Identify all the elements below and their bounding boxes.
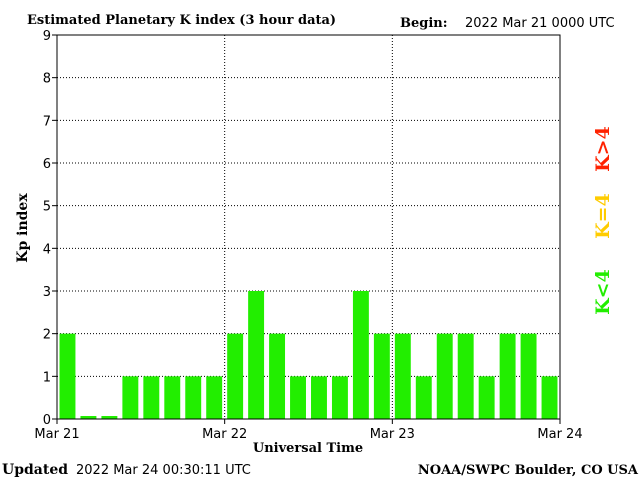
y-tick-label: 0 [43, 413, 51, 428]
legend-high: K>4 [592, 126, 614, 172]
kp-bar [457, 333, 474, 419]
kp-bar [352, 291, 369, 419]
kp-bar [80, 416, 97, 419]
plot-frame [56, 34, 561, 420]
grid-lines [57, 35, 560, 419]
kp-bar [415, 376, 432, 419]
updated-label: Updated [2, 462, 68, 478]
y-tick-label: 7 [43, 114, 51, 129]
legend-mid: K=4 [592, 193, 614, 239]
kp-bar [436, 333, 453, 419]
begin-label: Begin: [400, 16, 448, 31]
kp-bar [164, 376, 181, 419]
x-tick-label: Mar 22 [202, 427, 247, 442]
begin-value: 2022 Mar 21 0000 UTC [465, 16, 615, 31]
kp-bar [311, 376, 327, 419]
kp-bar [185, 376, 202, 419]
y-tick-label: 8 [43, 72, 51, 87]
y-tick-label: 1 [43, 370, 51, 385]
y-axis-label: Kp index [15, 193, 31, 263]
legend-low: K<4 [592, 269, 614, 315]
y-tick-label: 3 [43, 285, 51, 300]
kp-bar [59, 333, 76, 419]
kp-bar [373, 333, 390, 419]
y-tick-label: 5 [43, 200, 51, 215]
x-tick-label: Mar 21 [34, 427, 79, 442]
kp-bar [394, 333, 411, 419]
kp-bar [206, 376, 223, 419]
kp-bar [478, 376, 495, 419]
bars [59, 291, 558, 419]
y-axis-ticks: 0 1 2 3 4 5 6 7 8 9 [43, 29, 57, 428]
y-tick-label: 4 [43, 242, 51, 257]
x-axis-ticks: Mar 21 Mar 22 Mar 23 Mar 24 [34, 419, 583, 442]
kp-bar [331, 376, 348, 419]
kp-bar [248, 291, 265, 419]
kp-bar [541, 376, 558, 419]
x-axis-label: Universal Time [253, 441, 363, 456]
y-tick-label: 9 [43, 29, 51, 44]
x-tick-label: Mar 24 [537, 427, 582, 442]
source-credit: NOAA/SWPC Boulder, CO USA [418, 463, 639, 478]
kp-bar [227, 333, 244, 419]
y-tick-label: 2 [43, 328, 51, 343]
kp-bar [520, 333, 537, 419]
kp-bar [499, 333, 516, 419]
kp-bar [101, 416, 118, 419]
updated-value: 2022 Mar 24 00:30:11 UTC [76, 463, 251, 478]
kp-bar [290, 376, 306, 419]
kp-bar [269, 333, 286, 419]
y-tick-label: 6 [43, 157, 51, 172]
x-tick-label: Mar 23 [370, 427, 415, 442]
kp-bar [122, 376, 139, 419]
chart-title: Estimated Planetary K index (3 hour data… [27, 13, 336, 28]
kp-bar [143, 376, 160, 419]
